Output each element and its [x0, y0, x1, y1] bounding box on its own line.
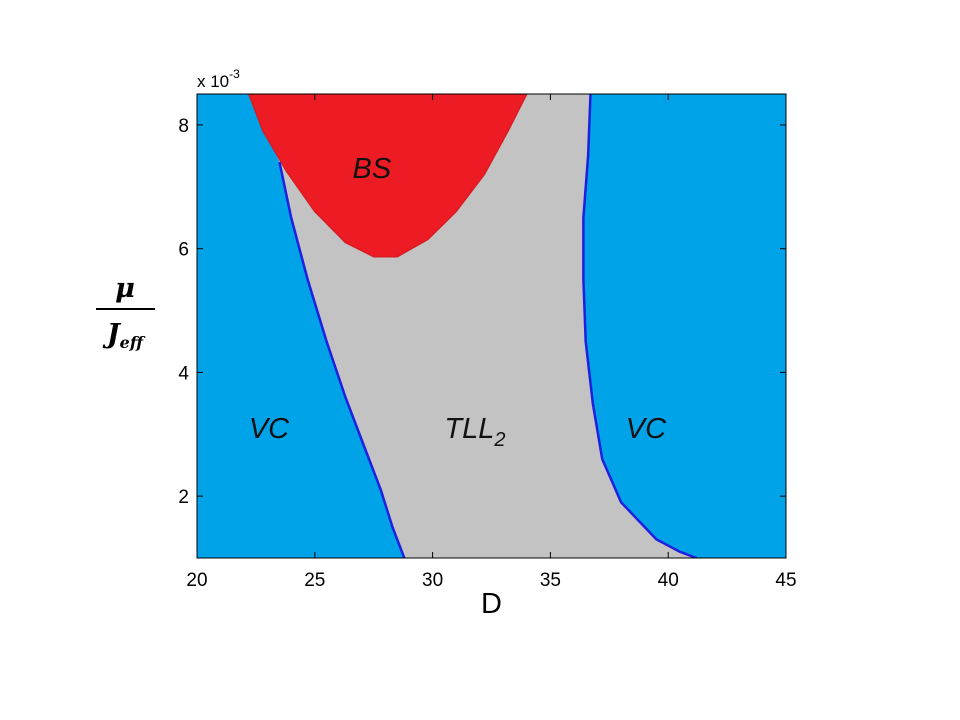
region-label-bs: BS	[352, 153, 391, 185]
y-tick-label: 2	[178, 487, 189, 508]
x-tick-label: 35	[540, 570, 561, 591]
region-label-tll2: TLL2	[444, 413, 505, 451]
axes	[196, 93, 787, 559]
boundary-line-right	[582, 94, 697, 558]
y-tick-label: 6	[178, 240, 189, 261]
y-tick-label: 4	[178, 363, 189, 384]
x-tick-label: 40	[658, 570, 679, 591]
region-label-vc_right: VC	[626, 413, 667, 445]
x-tick-label: 45	[775, 570, 796, 591]
labels: 20 25 30 35 40 45 2 4 6 8 x 10-3 Dμ Jeff BS TLL2 VC VC	[96, 67, 797, 620]
plot-area	[197, 94, 786, 558]
region-label-vc_left: VC	[249, 413, 290, 445]
x-tick-label: 25	[304, 570, 325, 591]
plot-frame	[196, 93, 787, 559]
regions	[197, 94, 786, 558]
x-tick-label: 20	[186, 570, 207, 591]
y-multiplier: x 10-3	[197, 67, 240, 91]
y-axis-label-numerator: μ	[115, 273, 135, 304]
x-axis-label: D	[481, 588, 502, 620]
y-tick-label: 8	[178, 116, 189, 137]
region-bs	[247, 94, 528, 258]
x-tick-label: 30	[422, 570, 443, 591]
boundary-line-left	[278, 161, 406, 558]
y-axis-label-denominator: Jeff	[102, 319, 146, 352]
